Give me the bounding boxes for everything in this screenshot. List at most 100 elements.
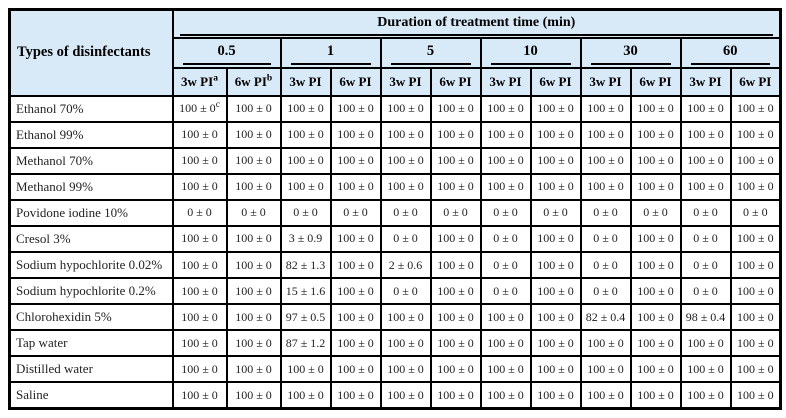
- pi-col-header: 3w PI: [279, 66, 332, 97]
- cell-value: 100 ± 0: [737, 387, 774, 402]
- cell-value: 100 ± 0: [737, 283, 774, 298]
- time-group-30: 30: [579, 36, 682, 69]
- cell-value: 100 ± 0: [537, 153, 574, 168]
- data-cell: 100 ± 0: [679, 94, 732, 123]
- cell-value: 100 ± 0: [287, 101, 324, 116]
- duration-header-label: Duration of treatment time (min): [179, 15, 774, 36]
- data-cell: 100 ± 0: [225, 224, 282, 253]
- cell-value: 0 ± 0: [593, 231, 618, 246]
- cell-value: 100 ± 0: [737, 153, 774, 168]
- cell-value: 0 ± 0: [293, 205, 318, 220]
- data-cell: 100 ± 0: [225, 381, 282, 410]
- duration-header: Duration of treatment time (min): [171, 8, 782, 39]
- data-cell: 100 ± 0: [429, 224, 482, 253]
- time-group-label: 1: [290, 43, 371, 65]
- data-cell: 100 ± 0: [171, 355, 228, 384]
- row-label: Sodium hypochlorite 0.02%: [16, 257, 163, 272]
- table-row: Cresol 3% 100 ± 0 100 ± 0 3 ± 0.9 100 ± 0 0 ±…: [8, 224, 782, 253]
- data-cell: 100 ± 0: [729, 94, 782, 123]
- cell-value: 100 ± 0: [737, 231, 774, 246]
- data-cell: 100 ± 0: [729, 329, 782, 358]
- data-cell: 0 ± 0: [679, 250, 732, 280]
- data-cell: 82 ± 1.3: [279, 250, 332, 280]
- cell-value: 100 ± 0: [537, 283, 574, 298]
- row-header: Methanol 70%: [8, 146, 174, 175]
- cell-value: 100 ± 0: [637, 101, 674, 116]
- data-cell: 97 ± 0.5: [279, 303, 332, 332]
- data-cell: 100 ± 0: [429, 146, 482, 175]
- cell-value: 0 ± 0: [393, 205, 418, 220]
- data-cell: 100 ± 0: [329, 277, 382, 306]
- cell-value: 100 ± 0: [637, 127, 674, 142]
- row-label: Tap water: [16, 335, 68, 351]
- data-cell: 100 ± 0: [629, 303, 682, 332]
- cell-value: 100 ± 0: [337, 179, 374, 194]
- header-row-pi: 3w PIa 6w PIb 3w PI 6w PI 3w PI 6w PI 3w…: [10, 66, 782, 97]
- pi-col-label: 6w PI: [639, 73, 672, 89]
- cell-value: 100 ± 0: [487, 153, 524, 168]
- data-cell: 100 ± 0: [529, 277, 582, 306]
- cell-value: 100 ± 0: [637, 309, 674, 324]
- data-cell: 98 ± 0.4: [679, 303, 732, 332]
- data-cell: 100 ± 0: [379, 303, 432, 332]
- disinfectant-results-table: Types of disinfectants Duration of treat…: [8, 8, 783, 410]
- cell-value: 100 ± 0: [687, 361, 724, 376]
- cell-value: 100 ± 0: [587, 335, 624, 350]
- cell-value: 0 ± 0: [393, 231, 418, 246]
- cell-value: 0 ± 0: [693, 283, 718, 298]
- cell-value: 0 ± 0: [493, 283, 518, 298]
- corner-header-label: Types of disinfectants: [17, 44, 151, 61]
- data-cell: 100 ± 0: [629, 146, 682, 175]
- row-label: Distilled water: [16, 361, 93, 377]
- row-label: Saline: [16, 387, 49, 403]
- data-cell: 100 ± 0: [279, 355, 332, 384]
- cell-value: 0 ± 0: [241, 205, 266, 220]
- data-cell: 100 ± 0: [225, 250, 282, 280]
- cell-value: 97 ± 0.5: [285, 309, 326, 324]
- data-cell: 100 ± 0: [629, 94, 682, 123]
- data-cell: 100 ± 0: [679, 172, 732, 201]
- data-cell: 100 ± 0: [529, 355, 582, 384]
- cell-value: 100 ± 0: [287, 361, 324, 376]
- time-group-label: 60: [690, 43, 771, 65]
- cell-value: 100 ± 0: [687, 127, 724, 142]
- data-cell: 100 ± 0: [729, 224, 782, 253]
- data-cell: 3 ± 0.9: [279, 224, 332, 253]
- data-cell: 100 ± 0: [479, 172, 532, 201]
- cell-value: 0 ± 0: [593, 283, 618, 298]
- data-cell: 100 ± 0: [329, 94, 382, 123]
- data-cell: 0 ± 0: [379, 224, 432, 253]
- data-cell: 100 ± 0: [329, 146, 382, 175]
- data-cell: 100 ± 0: [479, 120, 532, 149]
- data-cell: 100 ± 0: [529, 172, 582, 201]
- cell-value: 100 ± 0: [487, 179, 524, 194]
- data-cell: 100 ± 0: [479, 146, 532, 175]
- pi-col-label: 3w PI: [689, 73, 722, 89]
- row-header: Ethanol 99%: [8, 120, 174, 149]
- cell-value: 100 ± 0: [737, 257, 774, 272]
- cell-value: 100 ± 0: [287, 179, 324, 194]
- cell-value: 100 ± 0: [387, 101, 424, 116]
- pi-col-label: 3w PI: [389, 73, 422, 89]
- data-cell: 100 ± 0: [329, 381, 382, 410]
- time-group-0.5: 0.5: [171, 36, 282, 69]
- row-label: Methanol 70%: [16, 152, 93, 168]
- data-cell: 100 ± 0: [529, 146, 582, 175]
- row-header: Ethanol 70%: [8, 94, 174, 123]
- cell-value: 100 ± 0: [437, 387, 474, 402]
- data-cell: 100 ± 0: [679, 381, 732, 410]
- cell-value: 100 ± 0: [637, 153, 674, 168]
- pi-col-header: 6w PI: [529, 66, 582, 97]
- cell-value: 100 ± 0: [437, 127, 474, 142]
- cell-value: 100 ± 0: [487, 127, 524, 142]
- data-cell: 15 ± 1.6: [279, 277, 332, 306]
- cell-value: 100 ± 0: [235, 283, 272, 298]
- cell-value: 100 ± 0: [537, 309, 574, 324]
- data-cell: 100 ± 0: [529, 303, 582, 332]
- data-cell: 100 ± 0: [679, 355, 732, 384]
- data-cell: 0 ± 0: [279, 198, 332, 227]
- table-row: Sodium hypochlorite 0.02% 100 ± 0 100 ± 0 8…: [8, 250, 782, 280]
- cell-value: 100 ± 0: [181, 231, 218, 246]
- row-header: Distilled water: [8, 355, 174, 384]
- cell-value: 100 ± 0: [235, 309, 272, 324]
